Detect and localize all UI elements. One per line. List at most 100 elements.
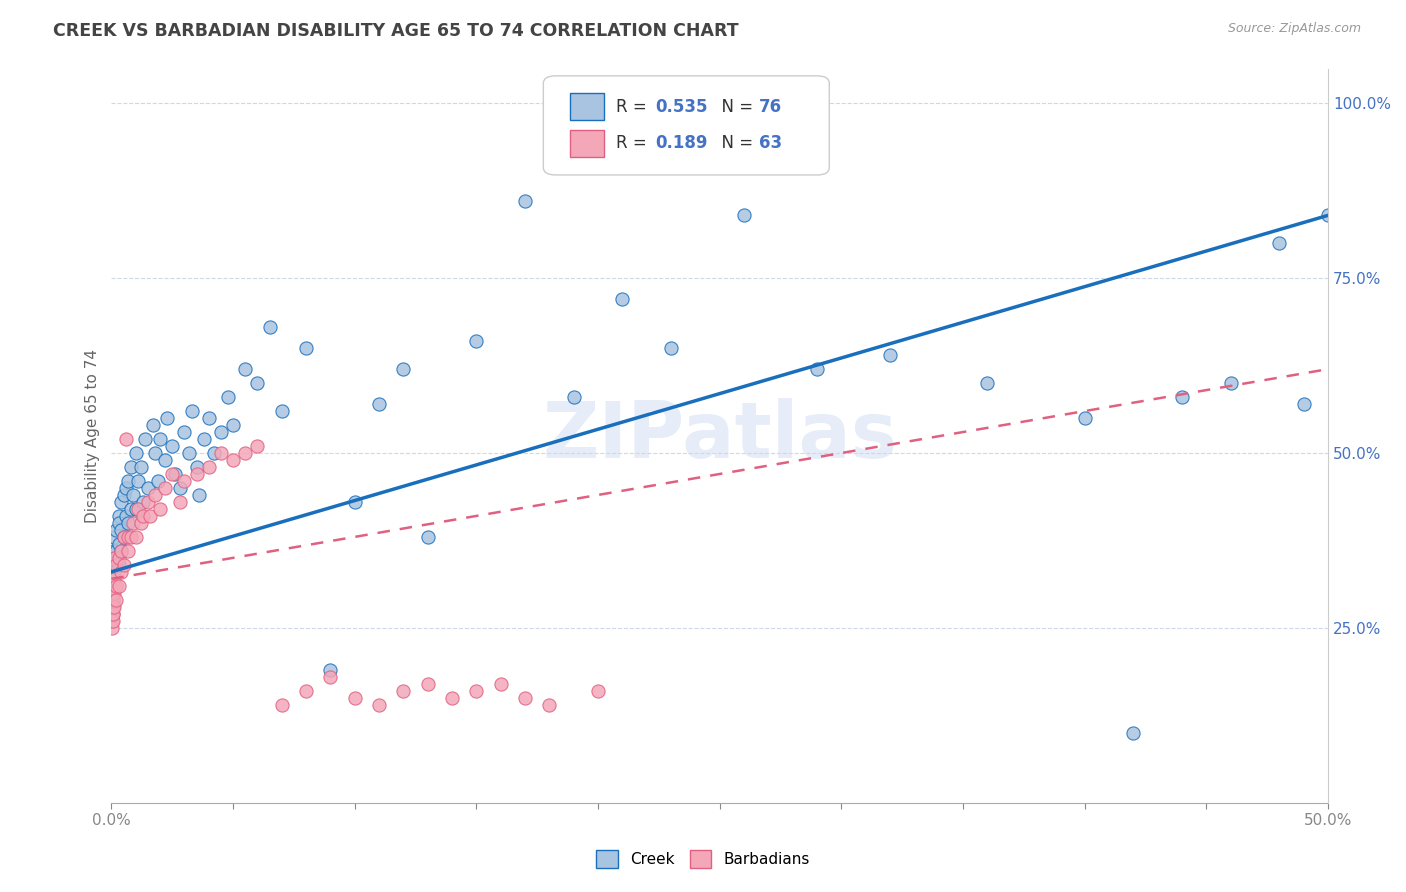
Point xyxy=(107,550,129,565)
Point xyxy=(1219,376,1241,390)
Point xyxy=(169,495,191,509)
Point xyxy=(259,320,281,334)
Point xyxy=(115,481,138,495)
Point xyxy=(103,572,125,586)
Point xyxy=(129,516,152,530)
Point xyxy=(101,558,124,572)
Point xyxy=(193,432,215,446)
Point xyxy=(153,453,176,467)
Point xyxy=(465,683,488,698)
Point xyxy=(107,558,129,572)
Point xyxy=(295,683,318,698)
Point xyxy=(107,537,129,551)
Text: 76: 76 xyxy=(759,98,782,116)
Point xyxy=(416,530,439,544)
Point xyxy=(146,474,169,488)
Point xyxy=(197,460,219,475)
Point xyxy=(125,502,148,516)
Point xyxy=(112,530,135,544)
Point xyxy=(103,550,125,565)
Point xyxy=(1268,236,1291,251)
Point xyxy=(107,508,129,523)
Point xyxy=(153,481,176,495)
Point xyxy=(179,446,201,460)
Point xyxy=(169,481,191,495)
Point xyxy=(143,446,166,460)
Point xyxy=(101,599,124,614)
Point xyxy=(105,558,128,572)
Point xyxy=(1292,397,1315,411)
Point xyxy=(217,390,239,404)
Point xyxy=(246,376,269,390)
Point xyxy=(188,488,211,502)
Point xyxy=(1122,725,1144,739)
Point xyxy=(127,474,149,488)
Point xyxy=(107,516,129,530)
Point xyxy=(489,676,512,690)
Point xyxy=(513,690,536,705)
Point xyxy=(319,663,342,677)
Point xyxy=(222,453,245,467)
Point xyxy=(103,544,125,558)
Point xyxy=(120,502,142,516)
Point xyxy=(120,530,142,544)
Point xyxy=(270,698,292,712)
Point xyxy=(562,390,585,404)
Point xyxy=(612,292,634,306)
Point xyxy=(806,362,828,376)
Point xyxy=(246,439,269,453)
Point xyxy=(976,376,998,390)
Point xyxy=(103,599,125,614)
Point xyxy=(173,474,195,488)
Point xyxy=(103,530,125,544)
Point xyxy=(101,586,124,600)
Text: 0.535: 0.535 xyxy=(655,98,707,116)
Point xyxy=(209,446,232,460)
Point xyxy=(186,467,208,481)
Point xyxy=(319,670,342,684)
Point xyxy=(103,565,125,579)
Text: N =: N = xyxy=(711,135,759,153)
Point xyxy=(222,417,245,432)
Point xyxy=(392,362,415,376)
Point xyxy=(186,460,208,475)
Point xyxy=(136,495,159,509)
Y-axis label: Disability Age 65 to 74: Disability Age 65 to 74 xyxy=(86,349,100,523)
Point xyxy=(110,523,132,537)
Point xyxy=(465,334,488,348)
Point xyxy=(163,467,186,481)
Point xyxy=(156,411,179,425)
Point xyxy=(1317,208,1340,222)
Point xyxy=(122,488,145,502)
FancyBboxPatch shape xyxy=(569,94,605,120)
Point xyxy=(125,530,148,544)
Point xyxy=(101,607,124,621)
Point xyxy=(105,592,128,607)
Point xyxy=(115,508,138,523)
Point xyxy=(132,508,155,523)
Point xyxy=(209,425,232,439)
Point xyxy=(173,425,195,439)
Point xyxy=(110,544,132,558)
Point xyxy=(125,446,148,460)
Point xyxy=(110,544,132,558)
Point xyxy=(117,516,139,530)
Point xyxy=(513,194,536,209)
Point xyxy=(368,397,391,411)
Point xyxy=(162,467,184,481)
Point xyxy=(101,592,124,607)
Text: R =: R = xyxy=(616,135,652,153)
Point xyxy=(180,404,202,418)
Point xyxy=(368,698,391,712)
Point xyxy=(101,586,124,600)
FancyBboxPatch shape xyxy=(543,76,830,175)
Point xyxy=(733,208,755,222)
Text: N =: N = xyxy=(711,98,759,116)
Point xyxy=(101,621,124,635)
Point xyxy=(392,683,415,698)
Point xyxy=(105,579,128,593)
Point xyxy=(142,417,165,432)
Point xyxy=(149,502,172,516)
Point xyxy=(136,481,159,495)
Point xyxy=(112,488,135,502)
